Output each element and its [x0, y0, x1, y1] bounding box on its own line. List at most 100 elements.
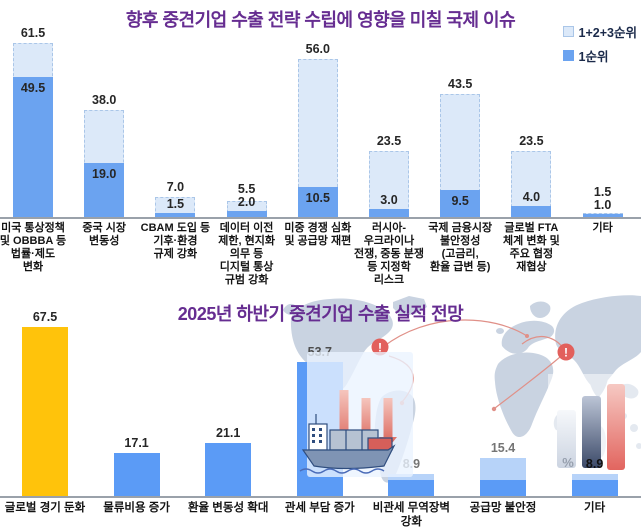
category-label-line: 규제 강화 [153, 248, 198, 260]
bar-segment-dark [571, 480, 618, 496]
bar-segment-first [369, 208, 409, 217]
value-label-total: 38.0 [92, 92, 117, 107]
value-label-total: 7.0 [166, 180, 185, 195]
legend-swatch-total-rank [562, 26, 574, 37]
category-label-line: 글로벌 경기 둔화 [4, 502, 86, 514]
legend-item-first-rank: 1순위 [562, 46, 637, 65]
bar-segment-light [571, 473, 618, 480]
bottom-chart-axis-line [0, 496, 641, 498]
bar-segment-first [155, 212, 196, 217]
bar [22, 327, 68, 496]
value-label-total: 5.5 [237, 182, 256, 197]
svg-text:!: ! [564, 346, 568, 360]
category-label-line: 데이터 이전 [219, 222, 274, 234]
percent-symbol: % [562, 455, 574, 470]
category-label-line: CBAM 도입 등 [140, 222, 211, 234]
category-label-line: 중국 시장 [82, 222, 126, 234]
category-label-line: 환율 급변 등) [430, 261, 491, 273]
category-label-line: 강화 [400, 516, 422, 528]
value-label-first: 4.0 [522, 189, 541, 204]
category-label-line: 디지털 통상 [219, 261, 274, 273]
top-chart-title: 향후 중견기업 수출 전략 수립에 영향을 미칠 국제 이슈 [125, 10, 516, 30]
value-label-first: 1.0 [593, 198, 612, 213]
category-label: 관세 부담 증가 [272, 501, 368, 515]
category-label-line: 체계 변화 및 [503, 235, 560, 247]
category-label-line: 변동성 [89, 235, 120, 247]
value-label-first: 10.5 [305, 191, 330, 206]
bar-segment-light [388, 473, 435, 480]
category-label-line: 및 공급망 재편 [284, 235, 352, 247]
category-label-line: 국제 금융시장 [428, 222, 493, 234]
category-label-line: 비관세 무역장벽 [372, 502, 451, 514]
value-label: 17.1 [124, 436, 149, 451]
value-label-total: 23.5 [519, 133, 544, 148]
legend-swatch-first-rank [562, 50, 574, 61]
category-label-line: 글로벌 FTA [504, 222, 559, 234]
category-label-line: 주요 협정 [509, 248, 554, 260]
value-label-first: 2.0 [237, 195, 256, 210]
category-label: 물류비용 증가 [89, 501, 185, 515]
category-label-line: 및 OBBBA 등 [0, 235, 67, 247]
category-label: 데이터 이전 제한, 현지화 의무 등 디지털 통상 규범 강화 [206, 222, 288, 287]
value-label-total: 23.5 [376, 133, 402, 148]
value-label-first: 9.5 [451, 194, 469, 209]
category-label: 중국 시장 변동성 [63, 222, 145, 248]
bar-segment-first [13, 77, 53, 217]
alert-icon-north-america: ! [371, 338, 389, 356]
value-label: 21.1 [216, 426, 241, 441]
category-label-line: 러시아- [371, 222, 407, 234]
bar [205, 443, 252, 496]
value-label-total: 56.0 [305, 41, 330, 56]
category-label-line: 전쟁, 중동 분쟁 [354, 248, 424, 260]
category-label-line: 물류비용 증가 [103, 502, 170, 514]
bar-segment-first [297, 187, 338, 217]
category-label: 러시아- 우크라이나 전쟁, 중동 분쟁 등 지정학 리스크 [348, 222, 430, 287]
category-label-line: 공급망 불안정 [469, 502, 537, 514]
value-label-total: 1.5 [593, 185, 612, 200]
legend-label-first-rank: 1순위 [578, 50, 609, 64]
category-label-line: 환율 변동성 확대 [187, 502, 269, 514]
value-label: 67.5 [32, 310, 58, 325]
category-label: 글로벌 FTA 체계 변화 및 주요 협정 재협상 [490, 222, 572, 274]
category-label-line: 기타 [584, 502, 606, 514]
category-label-line: 리스크 [373, 274, 405, 286]
category-label-line: 불안정성 [439, 235, 481, 247]
value-label-first: 19.0 [92, 167, 117, 182]
category-label-line: 의무 등 [229, 248, 264, 260]
value-label-total: 43.5 [448, 76, 473, 91]
category-label: 미중 경쟁 심화 및 공급망 재편 [277, 222, 359, 248]
category-label: 공급망 불안정 [455, 501, 551, 515]
category-label: 글로벌 경기 둔화 [0, 501, 93, 515]
legend-item-total-rank: 1+2+3순위 [562, 22, 637, 41]
category-label-line: 관세 부담 증가 [284, 502, 355, 514]
svg-text:!: ! [378, 341, 382, 355]
category-label: 기타 [547, 501, 641, 515]
category-label: 환율 변동성 확대 [180, 501, 276, 515]
category-label: 기타 [562, 222, 641, 235]
bar-segment-dark [480, 480, 526, 496]
bar-segment-light [480, 457, 526, 480]
value-label-total: 61.5 [20, 26, 46, 41]
category-label-line: 변화 [22, 261, 44, 273]
category-label-line: 우크라이나 [363, 235, 415, 247]
value-label-first: 1.5 [166, 196, 185, 211]
bar-segment-first [440, 190, 481, 217]
category-label-line: 등 지정학 [367, 261, 411, 273]
bar-segment-first [226, 211, 267, 217]
chart-legend: 1+2+3순위 1순위 [562, 22, 637, 70]
category-label: 국제 금융시장 불안정성 (고금리, 환율 급변 등) [419, 222, 501, 274]
cargo-ship-icon [299, 414, 396, 474]
value-label: 8.9 [585, 456, 604, 471]
mini-bar-chart-icon: % [557, 384, 625, 470]
value-label-first: 49.5 [20, 81, 46, 95]
category-label-line: (고금리, [441, 248, 479, 260]
value-label-first: 3.0 [380, 192, 398, 207]
legend-label-total-rank: 1+2+3순위 [578, 26, 637, 40]
top-chart-axis-line [0, 217, 641, 219]
category-label-line: 기타 [592, 222, 613, 234]
bar-segment-first [582, 214, 623, 217]
category-label: 미국 통상정책 및 OBBBA 등 법률·제도 변화 [0, 222, 74, 274]
